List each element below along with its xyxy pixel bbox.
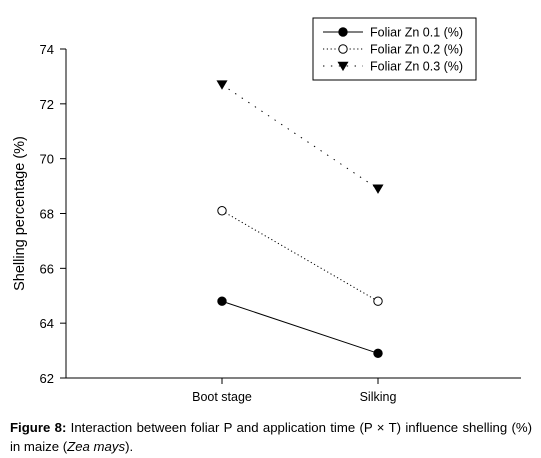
caption-species: Zea mays xyxy=(67,439,126,454)
x-tick-label: Silking xyxy=(360,390,397,404)
data-point xyxy=(217,296,227,306)
y-tick-label: 64 xyxy=(40,316,54,331)
y-tick-label: 70 xyxy=(40,152,54,167)
x-tick-label: Boot stage xyxy=(192,390,252,404)
figure-caption: Figure 8: Interaction between foliar P a… xyxy=(10,418,532,456)
data-point xyxy=(216,80,228,90)
data-point xyxy=(373,348,383,359)
y-tick-label: 66 xyxy=(40,261,54,276)
legend-marker xyxy=(337,61,349,72)
y-tick-label: 72 xyxy=(40,97,54,112)
legend-label: Foliar Zn 0.1 (%) xyxy=(370,26,463,40)
legend-marker xyxy=(338,44,348,54)
series-2 xyxy=(217,206,383,306)
legend-label: Foliar Zn 0.2 (%) xyxy=(370,43,463,57)
caption-label: Figure 8: xyxy=(10,420,67,435)
chart: 62 64 66 68 70 72 74 Boot stage Silking Shelling … xyxy=(12,17,521,404)
y-tick-label: 68 xyxy=(40,207,54,222)
series-layer xyxy=(216,80,384,359)
legend-marker xyxy=(338,27,348,37)
data-point xyxy=(217,206,227,216)
data-point xyxy=(372,184,384,194)
series-1 xyxy=(217,296,383,359)
y-tick-label: 74 xyxy=(40,42,54,57)
axes: 62 64 66 68 70 72 74 Boot stage Silking Shelling … xyxy=(12,42,521,404)
series-3 xyxy=(216,80,384,194)
y-tick-label: 62 xyxy=(40,371,54,386)
caption-text: Interaction between foliar P and applica… xyxy=(10,420,533,454)
series-line xyxy=(221,210,379,302)
legend: Foliar Zn 0.1 (%) Foliar Zn 0.2 (%) Foliar… xyxy=(312,17,477,81)
caption-text-end: ). xyxy=(125,439,134,454)
series-line xyxy=(221,84,379,190)
y-axis-label: Shelling percentage (%) xyxy=(12,136,28,291)
legend-label: Foliar Zn 0.3 (%) xyxy=(370,60,463,74)
series-line xyxy=(221,300,379,354)
data-point xyxy=(373,296,383,306)
